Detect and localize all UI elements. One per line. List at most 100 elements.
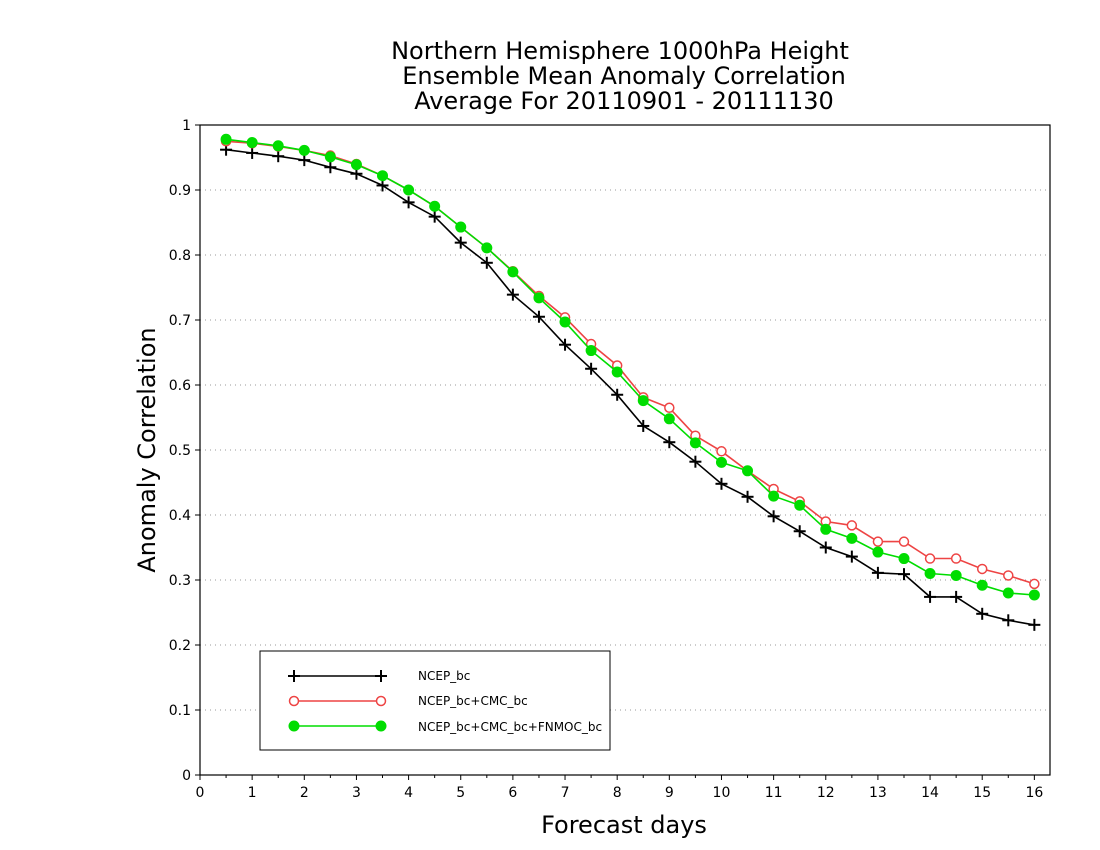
data-point <box>664 402 675 413</box>
data-point <box>533 292 545 304</box>
series-0 <box>220 143 1041 631</box>
y-tick-label: 0 <box>182 768 191 784</box>
legend-marker <box>288 670 300 682</box>
data-point <box>403 184 415 196</box>
data-point <box>1028 589 1040 601</box>
data-point <box>246 146 259 159</box>
data-point <box>559 338 572 351</box>
plot-frame <box>199 124 1051 776</box>
chart-title-line-1: Northern Hemisphere 1000hPa Height <box>391 37 849 65</box>
data-point <box>741 490 754 503</box>
data-point <box>663 436 676 449</box>
chart-title-line-3: Average For 20110901 - 20111130 <box>414 87 834 115</box>
gridlines <box>200 189 1050 711</box>
series-layer <box>220 133 1041 631</box>
x-tick-label: 11 <box>765 785 783 801</box>
legend-marker <box>375 695 387 707</box>
x-tick-label: 9 <box>665 785 674 801</box>
y-tick-label: 0.7 <box>169 313 191 329</box>
y-axis-title: Anomaly Correlation <box>133 327 161 572</box>
legend-label-ncep-bc: NCEP_bc <box>418 669 470 683</box>
data-point <box>689 455 702 468</box>
x-tick-label: 7 <box>561 785 570 801</box>
data-point <box>950 590 963 603</box>
data-point <box>898 536 910 547</box>
x-tick-label: 16 <box>1025 785 1043 801</box>
y-tick-label: 0.5 <box>169 443 191 459</box>
x-tick-label: 4 <box>404 785 413 801</box>
data-point <box>507 266 519 278</box>
data-point <box>924 553 936 564</box>
x-tick-label: 12 <box>817 785 835 801</box>
data-point <box>872 536 884 547</box>
legend-marker <box>375 670 387 682</box>
data-point <box>298 154 311 167</box>
data-point <box>298 144 310 156</box>
y-tick-label: 0.9 <box>169 183 191 199</box>
data-point <box>793 525 806 538</box>
data-point <box>324 161 337 174</box>
data-point <box>1029 578 1040 590</box>
data-point <box>950 553 962 564</box>
axis-ticks: 00.10.20.30.40.50.60.70.80.910 1 2 3 4 5 6 7 8 9 1… <box>169 118 1044 801</box>
data-point <box>506 288 519 301</box>
data-point <box>637 419 650 432</box>
y-tick-label: 0.4 <box>169 508 191 524</box>
data-point <box>272 140 284 152</box>
data-point <box>611 388 624 401</box>
data-point <box>1003 570 1014 581</box>
chart-title-line-2: Ensemble Mean Anomaly Correlation <box>402 62 846 90</box>
data-point <box>585 362 598 375</box>
data-point <box>454 236 467 249</box>
data-point <box>429 200 441 212</box>
y-tick-label: 0.3 <box>169 573 191 589</box>
data-point <box>637 395 649 407</box>
data-point <box>480 256 493 269</box>
data-point <box>924 590 937 603</box>
data-point <box>559 316 571 328</box>
data-point <box>428 210 441 223</box>
data-point <box>845 550 858 563</box>
data-point <box>455 221 467 233</box>
x-tick-label: 10 <box>713 785 731 801</box>
y-tick-label: 0.8 <box>169 248 191 264</box>
data-point <box>585 345 597 357</box>
x-axis-title: Forecast days <box>541 811 707 839</box>
x-tick-label: 6 <box>508 785 517 801</box>
legend-samples <box>288 670 387 732</box>
x-tick-label: 14 <box>921 785 939 801</box>
data-point <box>819 541 832 554</box>
data-point <box>611 366 623 378</box>
data-point <box>742 465 754 477</box>
x-tick-label: 2 <box>300 785 309 801</box>
data-point <box>976 563 988 575</box>
x-tick-label: 5 <box>456 785 465 801</box>
data-point <box>350 159 362 171</box>
y-tick-label: 0.2 <box>169 638 191 654</box>
data-point <box>663 413 675 425</box>
data-point <box>820 523 832 535</box>
data-point <box>715 456 727 468</box>
y-tick-label: 0.6 <box>169 378 191 394</box>
data-point <box>846 520 858 531</box>
x-tick-label: 13 <box>869 785 887 801</box>
data-point <box>324 151 336 163</box>
y-tick-label: 0.1 <box>169 703 191 719</box>
data-point <box>871 566 884 579</box>
data-point <box>376 179 389 192</box>
data-point <box>272 150 285 163</box>
data-point <box>402 196 415 209</box>
data-point <box>976 579 988 591</box>
data-point <box>689 437 701 449</box>
data-point <box>220 133 232 145</box>
data-point <box>377 170 389 182</box>
data-point <box>1028 618 1041 631</box>
data-point <box>715 477 728 490</box>
x-tick-label: 1 <box>248 785 257 801</box>
data-point <box>897 568 910 581</box>
data-point <box>1002 587 1014 599</box>
data-point <box>481 242 493 254</box>
x-tick-label: 3 <box>352 785 361 801</box>
x-tick-label: 8 <box>613 785 622 801</box>
